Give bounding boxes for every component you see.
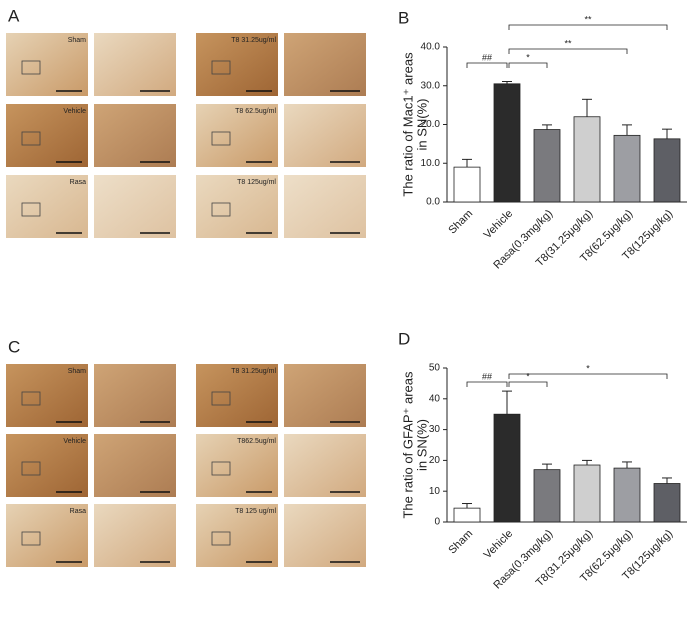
roi-box [211, 60, 231, 75]
significance-bracket [508, 381, 548, 387]
significance-mark: * [526, 52, 530, 62]
micrograph-overview [6, 33, 88, 96]
micrograph-label: Sham [68, 368, 86, 375]
roi-box [211, 391, 231, 406]
micrograph-overview [196, 175, 278, 238]
micrograph-zoom [284, 434, 366, 497]
x-tick-label: Sham [446, 208, 475, 237]
micrograph-overview [196, 33, 278, 96]
bar [573, 116, 601, 203]
micrograph-label: T8 62.5ug/ml [235, 108, 276, 115]
x-tick-label: Vehicle [482, 208, 516, 242]
bar [453, 507, 481, 523]
y-axis-label: in SN(%) [414, 98, 429, 150]
micrograph-label: Vehicle [63, 108, 86, 115]
micrograph-overview [6, 434, 88, 497]
micrograph-overview [196, 504, 278, 567]
micrograph-overview [6, 175, 88, 238]
panel-letter: D [398, 329, 410, 348]
micrograph-label: T8 31.25ug/ml [231, 368, 276, 375]
significance-mark: ** [584, 14, 592, 24]
micrograph-label: Vehicle [63, 438, 86, 445]
roi-box [21, 131, 41, 146]
significance-bracket [508, 24, 668, 30]
roi-box [21, 202, 41, 217]
micrograph-overview [196, 434, 278, 497]
bar [493, 83, 521, 203]
x-tick-label: Sham [446, 528, 475, 557]
roi-box [211, 131, 231, 146]
bar [653, 138, 681, 203]
y-tick-label: 40 [429, 393, 441, 404]
bar [453, 166, 481, 203]
micrograph-zoom [284, 33, 366, 96]
y-tick-label: 0.0 [426, 197, 440, 208]
bar [613, 467, 641, 523]
bar [653, 483, 681, 523]
significance-bracket [508, 48, 628, 54]
y-tick-label: 20 [429, 455, 441, 466]
y-tick-label: 10 [429, 486, 441, 497]
significance-bracket [466, 381, 508, 387]
x-tick-label: Vehicle [482, 528, 516, 562]
significance-bracket [508, 62, 548, 68]
roi-box [211, 531, 231, 546]
y-axis-label: The ratio of GFAP⁺ areas [400, 371, 415, 519]
panel-letter: B [398, 8, 409, 27]
micrograph-label: Rasa [70, 508, 86, 515]
panel-letter: C [8, 337, 20, 356]
roi-box [21, 531, 41, 546]
micrograph-overview [6, 364, 88, 427]
micrograph-label: Sham [68, 37, 86, 44]
micrograph-zoom [94, 175, 176, 238]
micrograph-zoom [94, 434, 176, 497]
y-tick-label: 10.0 [421, 158, 441, 169]
significance-bracket [508, 373, 668, 379]
y-tick-label: 40.0 [421, 42, 441, 53]
roi-box [21, 60, 41, 75]
micrograph-label: T8 125ug/ml [237, 179, 276, 186]
bar [533, 129, 561, 203]
significance-mark: * [526, 371, 530, 381]
micrograph-zoom [284, 175, 366, 238]
micrograph-overview [6, 504, 88, 567]
micrograph-overview [196, 104, 278, 167]
bar [493, 413, 521, 523]
micrograph-overview [6, 104, 88, 167]
micrograph-label: T8 31.25ug/ml [231, 37, 276, 44]
bar [533, 469, 561, 523]
significance-mark: * [586, 363, 590, 373]
y-tick-label: 50 [429, 363, 441, 374]
significance-mark: ## [482, 371, 492, 381]
bar [613, 134, 641, 203]
y-tick-label: 0 [434, 517, 440, 528]
panel-letter: A [8, 6, 20, 25]
micrograph-zoom [284, 364, 366, 427]
roi-box [21, 391, 41, 406]
roi-box [21, 461, 41, 476]
significance-mark: ## [482, 52, 492, 62]
y-tick-label: 30 [429, 424, 441, 435]
y-axis-label: in SN(%) [414, 419, 429, 471]
micrograph-zoom [94, 104, 176, 167]
significance-mark: ** [564, 38, 572, 48]
micrograph-zoom [284, 104, 366, 167]
micrograph-label: Rasa [70, 179, 86, 186]
significance-bracket [466, 62, 508, 68]
y-tick-label: 20.0 [421, 119, 441, 130]
micrograph-label: T8 125 ug/ml [235, 508, 276, 515]
bar [573, 464, 601, 523]
micrograph-zoom [94, 364, 176, 427]
micrograph-label: T862.5ug/ml [237, 438, 276, 445]
y-tick-label: 30.0 [421, 80, 441, 91]
micrograph-zoom [284, 504, 366, 567]
roi-box [211, 202, 231, 217]
roi-box [211, 461, 231, 476]
micrograph-overview [196, 364, 278, 427]
y-axis-label: The ratio of Mac1⁺ areas [400, 52, 415, 197]
micrograph-zoom [94, 504, 176, 567]
micrograph-zoom [94, 33, 176, 96]
